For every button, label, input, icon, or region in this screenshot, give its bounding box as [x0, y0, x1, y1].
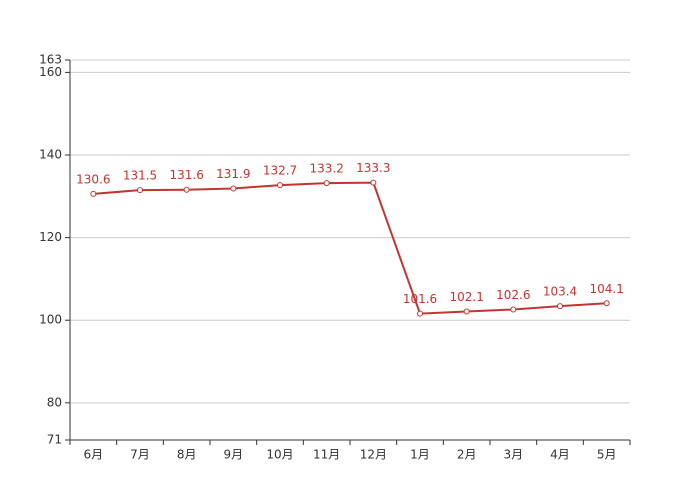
x-tick-label: 6月	[84, 448, 104, 462]
x-tick-label: 4月	[550, 448, 570, 462]
x-tick-label: 2月	[457, 448, 477, 462]
y-tick-label: 100	[39, 313, 62, 327]
value-label: 131.9	[216, 167, 250, 181]
x-tick-label: 5月	[597, 448, 617, 462]
y-tick-label: 163	[39, 53, 62, 67]
y-tick-label: 140	[39, 148, 62, 162]
value-label: 101.6	[403, 292, 437, 306]
point	[230, 185, 237, 192]
y-tick-label: 160	[39, 65, 62, 79]
value-label: 104.1	[589, 282, 623, 296]
x-tick-label: 1月	[410, 448, 430, 462]
point	[510, 306, 517, 313]
x-tick-label: 7月	[130, 448, 150, 462]
point	[90, 190, 97, 197]
value-label: 102.1	[449, 290, 483, 304]
point	[183, 186, 190, 193]
value-label: 131.5	[123, 169, 157, 183]
point	[137, 187, 143, 194]
point	[603, 300, 610, 307]
value-label: 103.4	[543, 285, 577, 299]
x-tick-label: 12月	[360, 448, 387, 462]
point	[323, 180, 330, 187]
x-tick-label: 8月	[177, 448, 197, 462]
x-tick-label: 9月	[224, 448, 244, 462]
point	[557, 303, 563, 310]
value-label: 133.2	[309, 162, 343, 176]
y-tick-label: 80	[47, 395, 62, 409]
x-tick-label: 3月	[504, 448, 524, 462]
x-tick-label: 10月	[266, 448, 293, 462]
y-tick-label: 71	[47, 433, 62, 447]
value-label: 130.6	[76, 172, 110, 186]
point	[463, 308, 470, 315]
value-label: 132.7	[263, 164, 297, 178]
y-tick-label: 120	[39, 230, 62, 244]
point	[277, 182, 283, 189]
line	[93, 181, 607, 315]
value-label: 131.6	[169, 168, 203, 182]
value-label: 133.3	[356, 161, 390, 175]
point	[417, 310, 423, 317]
value-label: 102.6	[496, 288, 530, 302]
x-tick-label: 11月	[313, 448, 340, 462]
point	[370, 179, 377, 186]
